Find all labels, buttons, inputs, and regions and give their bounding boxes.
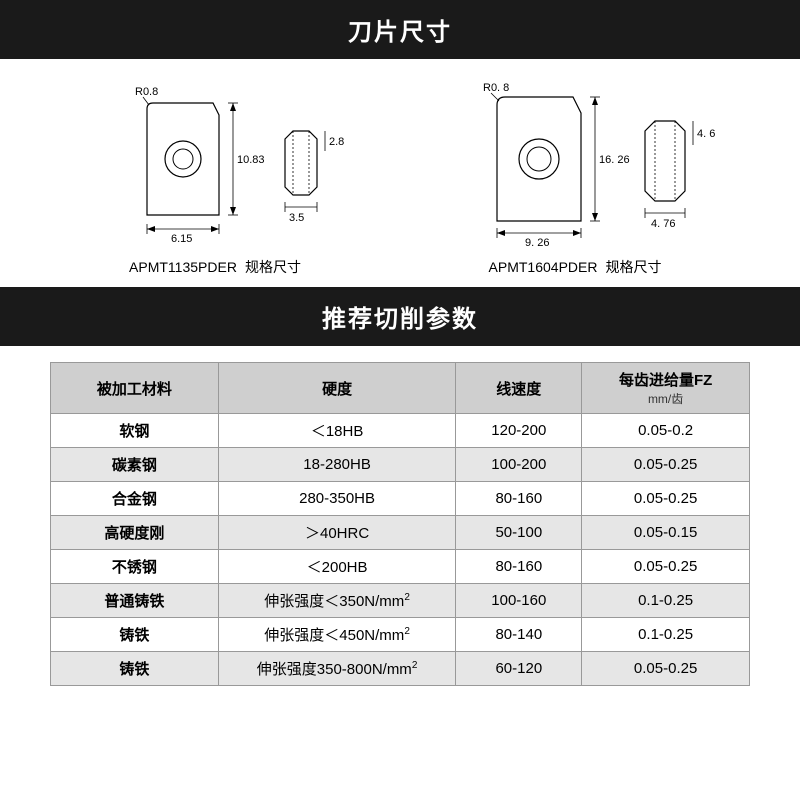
diagram-svg-2: R0. 8 9. 26 16. 26 4. 6 4. 76 <box>425 79 725 249</box>
cell-feed: 0.05-0.25 <box>582 448 750 482</box>
sidew-2: 4. 76 <box>651 218 675 230</box>
cell-hardness: ＜200HB <box>218 550 456 584</box>
cell-material: 铸铁 <box>51 652 219 686</box>
sidew-1: 3.5 <box>289 212 304 224</box>
sideh-2: 4. 6 <box>697 128 715 140</box>
cell-speed: 50-100 <box>456 516 582 550</box>
diagram-svg-1: R0.8 6.15 10.83 2.8 <box>75 79 355 249</box>
cell-speed: 60-120 <box>456 652 582 686</box>
params-table: 被加工材料 硬度 线速度 每齿进给量FZ mm/齿 软钢＜18HB120-200… <box>50 362 750 686</box>
th-hardness: 硬度 <box>218 363 456 414</box>
cell-hardness: 伸张强度350-800N/mm2 <box>218 652 456 686</box>
th-feed: 每齿进给量FZ mm/齿 <box>582 363 750 414</box>
cell-material: 合金钢 <box>51 482 219 516</box>
cell-material: 不锈钢 <box>51 550 219 584</box>
table-row: 高硬度刚＞40HRC50-1000.05-0.15 <box>51 516 750 550</box>
sideh-1: 2.8 <box>329 136 344 148</box>
cell-hardness: ＜18HB <box>218 414 456 448</box>
cell-feed: 0.05-0.25 <box>582 652 750 686</box>
height-1: 10.83 <box>237 154 265 166</box>
cell-speed: 80-160 <box>456 482 582 516</box>
cell-material: 软钢 <box>51 414 219 448</box>
diagram-apmt1135: R0.8 6.15 10.83 2.8 <box>75 79 355 277</box>
cell-material: 铸铁 <box>51 618 219 652</box>
cell-hardness: 18-280HB <box>218 448 456 482</box>
table-row: 铸铁伸张强度＜450N/mm280-1400.1-0.25 <box>51 618 750 652</box>
table-row: 普通铸铁伸张强度＜350N/mm2100-1600.1-0.25 <box>51 584 750 618</box>
cell-feed: 0.1-0.25 <box>582 584 750 618</box>
width-2: 9. 26 <box>525 237 549 249</box>
r-label-1: R0.8 <box>135 86 158 98</box>
cell-speed: 80-160 <box>456 550 582 584</box>
table-row: 不锈钢＜200HB80-1600.05-0.25 <box>51 550 750 584</box>
cell-feed: 0.05-0.25 <box>582 482 750 516</box>
cell-material: 普通铸铁 <box>51 584 219 618</box>
diagram-label-1: APMT1135PDER规格尺寸 <box>75 257 355 277</box>
cell-speed: 120-200 <box>456 414 582 448</box>
cell-hardness: 伸张强度＜350N/mm2 <box>218 584 456 618</box>
cell-speed: 100-160 <box>456 584 582 618</box>
cutting-params-header: 推荐切削参数 <box>0 287 800 346</box>
table-row: 合金钢280-350HB80-1600.05-0.25 <box>51 482 750 516</box>
diagram-apmt1604: R0. 8 9. 26 16. 26 4. 6 4. 76 <box>425 79 725 277</box>
table-row: 铸铁伸张强度350-800N/mm260-1200.05-0.25 <box>51 652 750 686</box>
table-row: 碳素钢18-280HB100-2000.05-0.25 <box>51 448 750 482</box>
cell-feed: 0.1-0.25 <box>582 618 750 652</box>
r-label-2: R0. 8 <box>483 82 509 94</box>
cell-feed: 0.05-0.15 <box>582 516 750 550</box>
cell-speed: 80-140 <box>456 618 582 652</box>
cell-material: 碳素钢 <box>51 448 219 482</box>
cell-feed: 0.05-0.2 <box>582 414 750 448</box>
th-material: 被加工材料 <box>51 363 219 414</box>
cell-hardness: 280-350HB <box>218 482 456 516</box>
diagram-row: R0.8 6.15 10.83 2.8 <box>0 59 800 287</box>
cell-feed: 0.05-0.25 <box>582 550 750 584</box>
th-speed: 线速度 <box>456 363 582 414</box>
cell-hardness: 伸张强度＜450N/mm2 <box>218 618 456 652</box>
insert-size-header: 刀片尺寸 <box>0 0 800 59</box>
params-table-wrap: 被加工材料 硬度 线速度 每齿进给量FZ mm/齿 软钢＜18HB120-200… <box>0 362 800 686</box>
diagram-label-2: APMT1604PDER规格尺寸 <box>425 257 725 277</box>
width-1: 6.15 <box>171 233 192 245</box>
table-row: 软钢＜18HB120-2000.05-0.2 <box>51 414 750 448</box>
cell-material: 高硬度刚 <box>51 516 219 550</box>
cell-hardness: ＞40HRC <box>218 516 456 550</box>
cell-speed: 100-200 <box>456 448 582 482</box>
height-2: 16. 26 <box>599 154 630 166</box>
